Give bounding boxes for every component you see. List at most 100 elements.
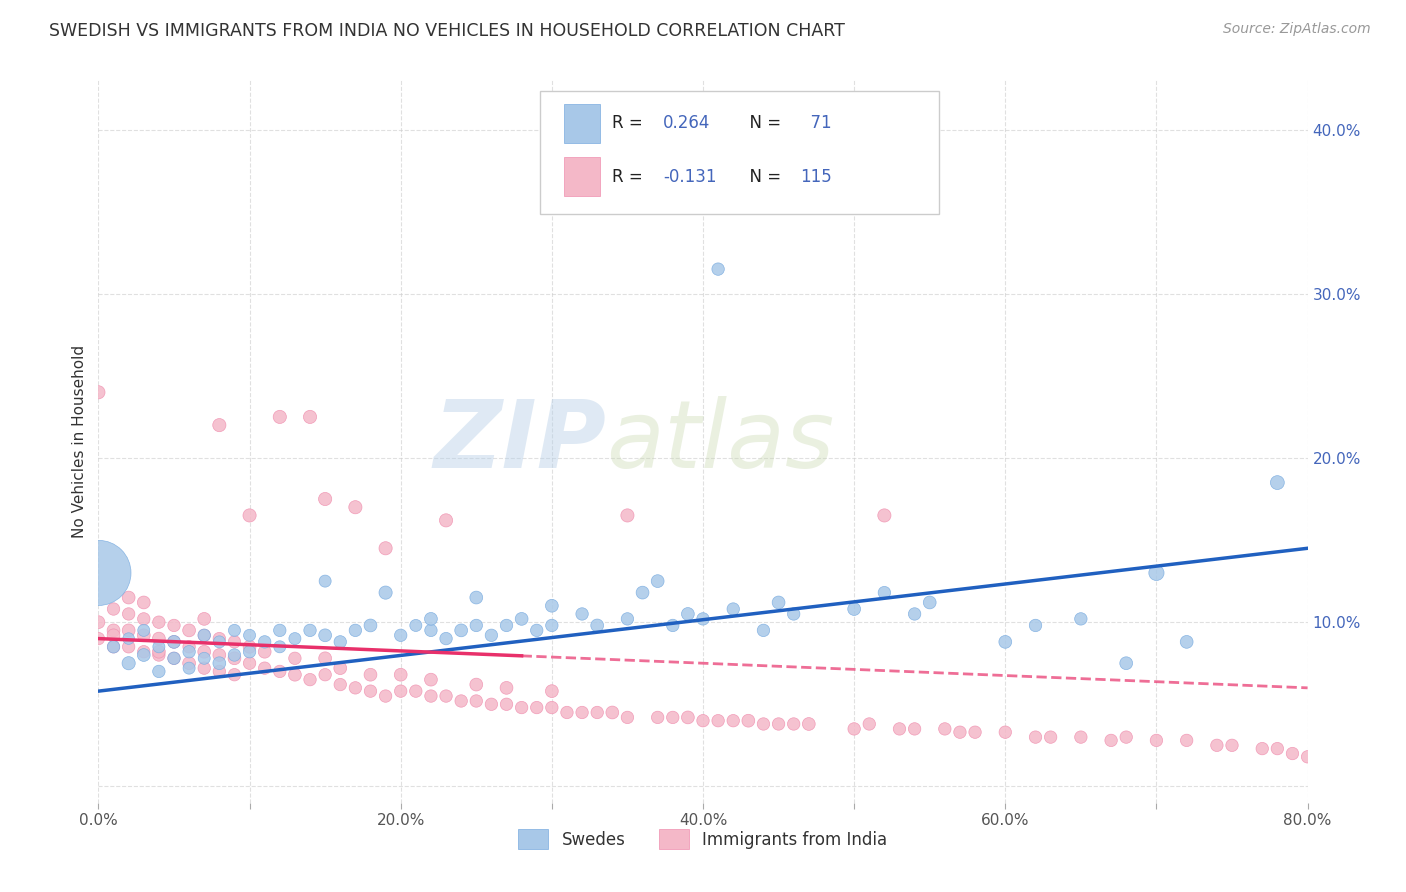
Point xyxy=(616,612,638,626)
Point xyxy=(495,618,517,632)
Point xyxy=(1070,612,1092,626)
Point xyxy=(163,651,186,665)
Point xyxy=(495,698,517,712)
Point xyxy=(148,615,170,630)
Point xyxy=(707,262,730,277)
Point xyxy=(314,651,336,665)
Point xyxy=(360,618,382,632)
Text: 71: 71 xyxy=(800,114,831,132)
Point xyxy=(1220,739,1243,753)
Point xyxy=(661,710,683,724)
Point xyxy=(1024,730,1046,744)
Point xyxy=(1175,635,1198,649)
Point xyxy=(299,409,322,424)
Point xyxy=(179,640,201,654)
Point xyxy=(239,645,262,659)
Point xyxy=(179,624,201,638)
Text: Source: ZipAtlas.com: Source: ZipAtlas.com xyxy=(1223,22,1371,37)
Point xyxy=(994,725,1017,739)
Point xyxy=(465,677,488,691)
FancyBboxPatch shape xyxy=(564,157,600,196)
Point xyxy=(752,624,775,638)
Point xyxy=(676,607,699,621)
Point xyxy=(737,714,759,728)
Point xyxy=(918,595,941,609)
Text: R =: R = xyxy=(613,114,648,132)
Point xyxy=(103,640,125,654)
Point xyxy=(253,645,276,659)
Point xyxy=(103,624,125,638)
Point xyxy=(87,566,110,580)
Point xyxy=(873,585,896,599)
Point xyxy=(1039,730,1062,744)
Point xyxy=(344,500,367,515)
Point xyxy=(405,684,427,698)
Point xyxy=(540,599,562,613)
Point xyxy=(163,635,186,649)
Point xyxy=(465,618,488,632)
Point xyxy=(1267,741,1289,756)
Point xyxy=(329,677,352,691)
Point xyxy=(193,628,215,642)
Text: SWEDISH VS IMMIGRANTS FROM INDIA NO VEHICLES IN HOUSEHOLD CORRELATION CHART: SWEDISH VS IMMIGRANTS FROM INDIA NO VEHI… xyxy=(49,22,845,40)
Point xyxy=(768,595,790,609)
Point xyxy=(1024,618,1046,632)
Point xyxy=(1099,733,1122,747)
Point xyxy=(179,661,201,675)
Text: 0.264: 0.264 xyxy=(664,114,710,132)
Point xyxy=(314,574,336,588)
Point xyxy=(389,628,412,642)
FancyBboxPatch shape xyxy=(540,91,939,214)
Point xyxy=(148,645,170,659)
Point xyxy=(420,673,443,687)
Point xyxy=(148,632,170,646)
Point xyxy=(224,624,246,638)
Point xyxy=(571,607,593,621)
Point xyxy=(208,665,231,679)
Point xyxy=(148,648,170,662)
Point xyxy=(179,657,201,671)
Point xyxy=(783,717,806,731)
Legend: Swedes, Immigrants from India: Swedes, Immigrants from India xyxy=(512,822,894,856)
Point xyxy=(783,607,806,621)
Point xyxy=(118,657,141,671)
Point xyxy=(132,624,155,638)
Point xyxy=(434,513,457,527)
Text: N =: N = xyxy=(740,114,782,132)
Point xyxy=(208,648,231,662)
Point xyxy=(163,635,186,649)
Point xyxy=(344,681,367,695)
Point xyxy=(1115,657,1137,671)
Point xyxy=(284,632,307,646)
Point xyxy=(844,602,866,616)
Point xyxy=(707,714,730,728)
Point xyxy=(495,681,517,695)
Point xyxy=(284,667,307,681)
Point xyxy=(132,595,155,609)
Point xyxy=(465,591,488,605)
Point xyxy=(299,624,322,638)
Point xyxy=(1144,733,1167,747)
Point xyxy=(103,640,125,654)
Point xyxy=(239,628,262,642)
Point xyxy=(1281,747,1303,761)
Point xyxy=(540,700,562,714)
Point xyxy=(405,618,427,632)
Point xyxy=(723,602,745,616)
Point xyxy=(1070,730,1092,744)
Point xyxy=(1251,741,1274,756)
Point xyxy=(420,689,443,703)
Point xyxy=(994,635,1017,649)
Point xyxy=(692,714,714,728)
Point xyxy=(193,661,215,675)
Point xyxy=(329,635,352,649)
Text: atlas: atlas xyxy=(606,396,835,487)
Point xyxy=(586,706,609,720)
Point xyxy=(965,725,987,739)
Point xyxy=(647,574,669,588)
Text: N =: N = xyxy=(740,168,782,186)
Text: ZIP: ZIP xyxy=(433,395,606,488)
Point xyxy=(389,684,412,698)
Point xyxy=(752,717,775,731)
Point xyxy=(87,615,110,630)
